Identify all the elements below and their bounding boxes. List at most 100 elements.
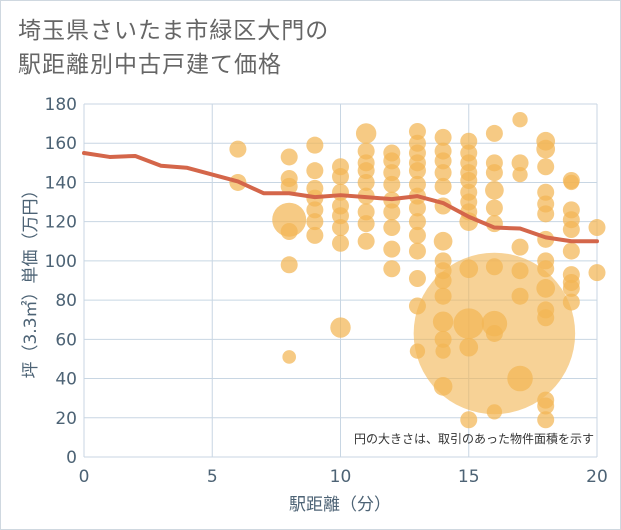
data-bubble xyxy=(485,258,503,276)
x-tick-label: 0 xyxy=(79,467,90,487)
data-bubble xyxy=(229,140,247,158)
data-bubble xyxy=(485,199,503,217)
x-tick-label: 20 xyxy=(586,467,608,487)
x-axis-label: 駅距離（分） xyxy=(289,495,391,515)
data-bubble xyxy=(383,219,401,237)
data-bubble xyxy=(306,136,324,154)
data-bubble xyxy=(357,162,375,180)
y-tick-label: 40 xyxy=(55,370,77,390)
data-bubble xyxy=(330,317,351,338)
y-tick-label: 20 xyxy=(55,409,77,429)
data-bubble xyxy=(280,148,298,166)
data-bubble xyxy=(408,226,426,244)
data-bubble xyxy=(536,139,556,159)
data-bubble xyxy=(563,174,579,191)
grid-layer xyxy=(83,103,598,458)
x-tick-label: 10 xyxy=(330,467,352,487)
data-bubble xyxy=(537,158,555,176)
data-bubble xyxy=(485,324,503,342)
data-bubble xyxy=(434,330,452,348)
data-bubble xyxy=(408,199,426,217)
y-tick-label: 80 xyxy=(55,291,77,311)
y-tick-label: 60 xyxy=(55,330,77,350)
data-bubble xyxy=(408,297,426,315)
chart-title: 埼玉県さいたま市緑区大門の 駅距離別中古戸建て価格 xyxy=(18,14,578,82)
tick-label-layer: 0 5 10 15 20 0 20 40 60 80 100 120 140 160 180 xyxy=(45,95,608,487)
data-bubble xyxy=(409,343,426,359)
data-bubble xyxy=(434,177,452,195)
data-bubble xyxy=(562,293,580,311)
data-bubble xyxy=(588,264,606,282)
data-bubble xyxy=(507,365,533,392)
data-bubble xyxy=(408,162,426,180)
data-bubble xyxy=(357,232,375,250)
data-bubble xyxy=(357,173,375,191)
data-bubble xyxy=(511,154,529,172)
y-tick-label: 160 xyxy=(45,134,77,154)
data-bubble xyxy=(537,260,555,278)
data-bubble xyxy=(332,234,349,252)
data-bubble xyxy=(435,343,451,359)
data-bubble xyxy=(383,152,401,170)
data-bubble xyxy=(434,152,452,170)
data-bubble xyxy=(511,238,529,256)
data-bubble xyxy=(306,162,324,180)
data-bubble xyxy=(280,256,298,274)
data-bubble xyxy=(408,270,426,288)
data-bubble xyxy=(562,221,580,239)
data-bubble xyxy=(459,337,479,357)
data-bubble xyxy=(306,226,324,244)
bubble-layer xyxy=(229,112,606,429)
data-bubble xyxy=(485,164,503,182)
data-bubble xyxy=(562,242,580,260)
chart-title-line-1: 埼玉県さいたま市緑区大門の xyxy=(18,18,330,44)
data-bubble xyxy=(511,287,529,305)
data-bubble xyxy=(433,231,453,251)
data-bubble xyxy=(460,132,478,150)
y-tick-label: 180 xyxy=(45,95,77,115)
chart-title-line-2: 駅距離別中古戸建て価格 xyxy=(18,52,282,78)
data-bubble xyxy=(434,287,452,305)
trend-line-layer xyxy=(82,151,599,244)
data-bubble xyxy=(434,272,452,289)
data-bubble xyxy=(383,175,401,193)
y-tick-label: 120 xyxy=(45,213,77,233)
data-bubble xyxy=(332,168,349,186)
y-tick-label: 0 xyxy=(66,448,77,468)
data-bubble xyxy=(485,124,503,142)
data-bubble xyxy=(512,166,528,183)
data-bubble xyxy=(383,240,401,258)
data-bubble xyxy=(357,203,375,221)
data-bubble xyxy=(536,278,556,298)
data-bubble xyxy=(486,404,503,420)
data-bubble xyxy=(434,164,452,182)
data-bubble xyxy=(562,279,580,297)
data-bubble xyxy=(512,112,528,128)
data-bubble xyxy=(332,219,349,237)
data-bubble xyxy=(408,175,426,193)
x-tick-label: 15 xyxy=(458,467,480,487)
data-bubble xyxy=(537,397,555,415)
data-bubble xyxy=(432,311,454,332)
data-bubble xyxy=(408,242,426,260)
data-bubble xyxy=(408,213,426,231)
data-bubble xyxy=(357,215,375,233)
data-bubble xyxy=(537,205,555,223)
y-tick-label: 100 xyxy=(45,252,77,272)
data-bubble xyxy=(408,122,426,140)
data-bubble xyxy=(434,128,452,146)
data-bubble xyxy=(280,177,298,195)
data-bubble xyxy=(459,259,479,279)
data-bubble xyxy=(383,260,401,278)
data-bubble xyxy=(383,164,401,182)
data-bubble xyxy=(460,171,478,189)
data-bubble xyxy=(460,411,478,429)
data-bubble xyxy=(537,309,555,327)
data-bubble xyxy=(433,377,453,396)
bubble-size-note: 円の大きさは、取引のあった物件面積を示す xyxy=(354,431,594,446)
y-tick-label: 140 xyxy=(45,173,77,193)
average-trend-line xyxy=(82,151,599,244)
data-bubble xyxy=(306,213,324,231)
data-bubble xyxy=(357,142,375,160)
data-bubble xyxy=(537,411,555,429)
